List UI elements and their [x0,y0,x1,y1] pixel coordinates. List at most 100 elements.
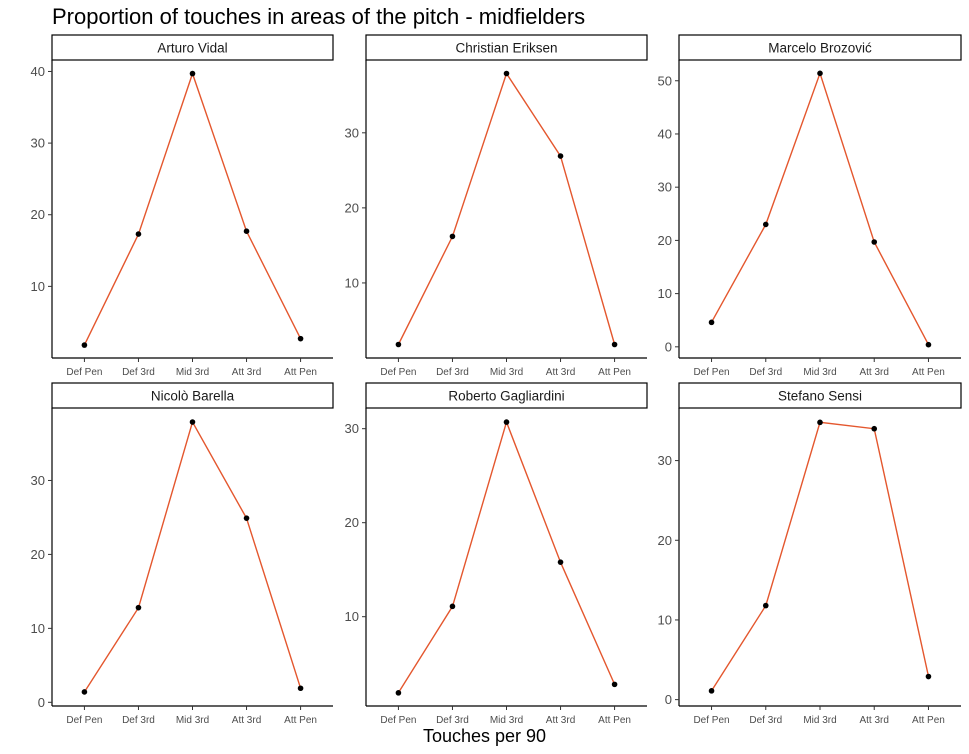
x-tick-label: Att 3rd [546,367,575,378]
data-point [135,604,142,611]
y-tick-label: 50 [658,73,672,88]
facet-strip-label: Roberto Gagliardini [448,389,564,404]
data-point [243,515,250,521]
x-tick-label: Att 3rd [232,367,261,378]
facet-panel: Stefano Sensi 0 10 20 30 Def Pen Def 3rd Mid 3r… [658,382,962,726]
x-tick-label: Att 3rd [546,715,575,726]
y-tick-label: 20 [658,233,672,248]
x-tick-label: Mid 3rd [490,715,523,726]
data-point [189,419,196,425]
facet-strip-label: Christian Eriksen [455,41,557,56]
data-point [611,341,618,348]
facet-panel: Marcelo Brozović 0 10 20 30 40 50 Def Pen Def 3r… [658,34,962,378]
data-point [297,685,304,692]
data-point [925,341,932,348]
data-point [925,673,932,680]
data-point [708,319,715,326]
facet-panel: Roberto Gagliardini 10 20 30 Def Pen Def 3rd M… [345,382,648,726]
x-tick-label: Att Pen [912,367,945,378]
data-point [871,425,878,432]
data-point [81,342,88,348]
x-tick-label: Mid 3rd [803,715,836,726]
y-tick-label: 10 [658,612,672,627]
y-tick-label: 30 [345,125,359,140]
y-tick-label: 20 [31,547,45,562]
series-line [710,421,930,692]
facet-strip [365,382,648,409]
y-tick-label: 0 [665,339,672,354]
series-line [397,71,616,345]
data-point [762,221,769,228]
x-tick-label: Def Pen [380,715,416,726]
x-tick-label: Att Pen [598,715,631,726]
y-tick-label: 20 [345,515,359,530]
x-tick-label: Def Pen [693,715,729,726]
facet-strip [51,34,334,61]
y-tick-label: 40 [658,126,672,141]
y-tick-label: 40 [31,64,45,79]
series-line [710,71,930,346]
x-tick-label: Att 3rd [859,715,888,726]
data-point [708,688,715,694]
data-point [297,335,304,342]
facet-panel: Arturo Vidal 10 20 30 40 Def Pen Def 3rd Mid 3r… [31,34,334,378]
y-tick-label: 20 [345,200,359,215]
facet-panel: Nicolò Barella 0 10 20 30 Def Pen Def 3rd Mid 3… [31,382,334,726]
facet-strip-label: Nicolò Barella [151,389,235,404]
x-tick-label: Def Pen [693,367,729,378]
x-tick-label: Def 3rd [749,715,782,726]
y-tick-label: 30 [31,136,45,151]
y-tick-label: 30 [658,180,672,195]
x-tick-label: Def 3rd [436,367,469,378]
x-tick-label: Def 3rd [749,367,782,378]
y-tick-label: 20 [658,533,672,548]
x-tick-label: Def Pen [66,367,102,378]
facet-strip [365,34,648,61]
facet-strip-label: Marcelo Brozović [768,41,872,56]
y-tick-label: 30 [31,473,45,488]
x-tick-label: Mid 3rd [176,715,209,726]
x-tick-label: Att 3rd [232,715,261,726]
x-tick-label: Def Pen [66,715,102,726]
y-tick-label: 0 [38,695,45,710]
data-point [871,239,878,245]
x-tick-label: Att Pen [912,715,945,726]
facet-strip-label: Stefano Sensi [778,389,862,404]
x-tick-label: Def 3rd [122,367,155,378]
series-line [83,71,302,346]
data-point [449,233,456,240]
x-tick-label: Att Pen [598,367,631,378]
data-point [395,690,402,696]
data-point [762,602,769,609]
chart-title: Proportion of touches in areas of the pi… [52,4,586,29]
data-point [189,70,196,77]
y-tick-label: 30 [658,453,672,468]
y-tick-label: 10 [658,286,672,301]
data-point [81,689,88,695]
x-tick-label: Mid 3rd [803,367,836,378]
data-point [557,153,564,159]
x-tick-label: Mid 3rd [490,367,523,378]
facet-strip [678,382,962,409]
data-point [817,419,823,426]
x-axis-title: Touches per 90 [422,726,547,746]
facet-strip [51,382,334,409]
data-point [817,70,823,77]
y-tick-label: 20 [31,207,45,222]
facet-panel: Christian Eriksen 10 20 30 Def Pen Def 3rd Mid… [345,34,648,378]
y-tick-label: 10 [31,621,45,636]
x-tick-label: Att Pen [284,367,317,378]
series-line [83,420,302,693]
x-tick-label: Def Pen [380,367,416,378]
x-tick-label: Att Pen [284,715,317,726]
data-point [557,559,564,565]
y-tick-label: 0 [665,692,672,707]
data-point [503,70,510,77]
x-tick-label: Def 3rd [436,715,469,726]
series-line [397,419,616,694]
x-tick-label: Mid 3rd [176,367,209,378]
data-point [503,419,510,425]
y-tick-label: 10 [31,279,45,294]
y-tick-label: 10 [345,275,359,290]
